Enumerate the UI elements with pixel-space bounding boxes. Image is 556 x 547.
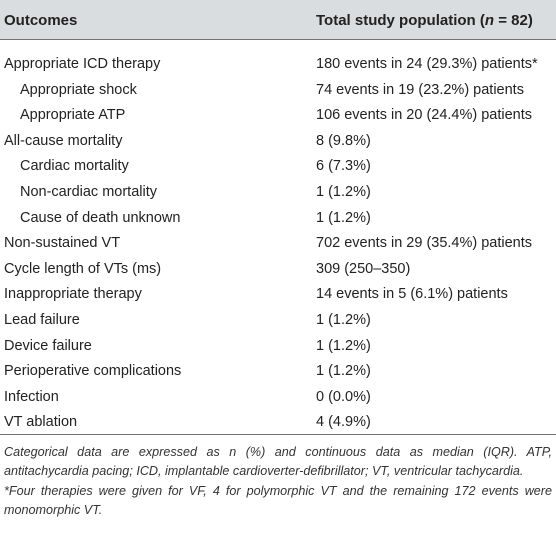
row-value: 1 (1.2%) — [316, 209, 371, 226]
row-value: 1 (1.2%) — [316, 311, 371, 328]
table-bottom-rule — [0, 434, 556, 435]
row-label: Non-sustained VT — [4, 235, 121, 252]
table-row: Non-sustained VT 702 events in 29 (35.4%)… — [0, 231, 556, 257]
row-label: Device failure — [4, 337, 92, 354]
row-value: 309 (250–350) — [316, 260, 411, 277]
row-value: 1 (1.2%) — [316, 337, 371, 354]
table-row: Inappropriate therapy 14 events in 5 (6.1… — [0, 282, 556, 308]
table-row: Cause of death unknown 1 (1.2%) — [0, 206, 556, 232]
header-n-symbol: n — [484, 12, 495, 29]
row-value: 0 (0.0%) — [316, 388, 371, 405]
header-total-suffix: = 82) — [494, 12, 533, 29]
table-row: Non-cardiac mortality 1 (1.2%) — [0, 180, 556, 206]
table-body: Appropriate ICD therapy 180 events in 24 … — [0, 52, 556, 436]
row-value: 1 (1.2%) — [316, 363, 371, 380]
row-label: Perioperative complications — [4, 363, 182, 380]
table-row: Appropriate shock 74 events in 19 (23.2%)… — [0, 78, 556, 104]
row-value: 106 events in 20 (24.4%) patients — [316, 107, 533, 124]
table-row: Appropriate ATP 106 events in 20 (24.4%) … — [0, 103, 556, 129]
row-value: 702 events in 29 (35.4%) patients — [316, 235, 533, 252]
row-label: Appropriate ICD therapy — [4, 56, 161, 72]
table-header: Outcomes Total study population (n = 82) — [0, 0, 556, 40]
table-row: Cardiac mortality 6 (7.3%) — [0, 154, 556, 180]
row-value: 4 (4.9%) — [316, 414, 371, 431]
row-label: VT ablation — [4, 414, 78, 431]
row-value: 6 (7.3%) — [316, 158, 371, 175]
row-label: Appropriate shock — [20, 81, 137, 98]
row-label: Lead failure — [4, 311, 80, 328]
row-value: 8 (9.8%) — [316, 132, 371, 149]
footnote-therapies: *Four therapies were given for VF, 4 for… — [4, 484, 552, 517]
table-row: Lead failure 1 (1.2%) — [0, 308, 556, 334]
row-label: Inappropriate therapy — [4, 286, 142, 303]
table-row: Infection 0 (0.0%) — [0, 385, 556, 411]
table-row: All-cause mortality 8 (9.8%) — [0, 129, 556, 155]
header-total-prefix: Total study population ( — [316, 12, 485, 29]
row-label: Non-cardiac mortality — [20, 183, 157, 200]
row-label: All-cause mortality — [4, 132, 123, 149]
row-value: 14 events in 5 (6.1%) patients — [316, 286, 508, 303]
header-outcomes: Outcomes — [4, 12, 78, 29]
header-total-population: Total study population (n = 82) — [316, 12, 533, 29]
row-label: Cycle length of VTs (ms) — [4, 260, 162, 277]
table-row: Cycle length of VTs (ms) 309 (250–350) — [0, 257, 556, 283]
footnote-abbreviations: Categorical data are expressed as n (%) … — [4, 445, 552, 478]
row-label: Cause of death unknown — [20, 209, 181, 226]
row-value: 1 (1.2%) — [316, 183, 371, 200]
row-label: Cardiac mortality — [20, 158, 129, 175]
row-value: 180 events in 24 (29.3%) patients* — [316, 56, 538, 72]
row-label: Infection — [4, 388, 59, 405]
table-footnotes: Categorical data are expressed as n (%) … — [4, 443, 552, 521]
table-row: Device failure 1 (1.2%) — [0, 334, 556, 360]
table-row: VT ablation 4 (4.9%) — [0, 410, 556, 436]
row-value: 74 events in 19 (23.2%) patients — [316, 81, 524, 98]
table-row: Appropriate ICD therapy 180 events in 24 … — [0, 52, 556, 78]
table-row: Perioperative complications 1 (1.2%) — [0, 359, 556, 385]
row-label: Appropriate ATP — [20, 107, 126, 124]
